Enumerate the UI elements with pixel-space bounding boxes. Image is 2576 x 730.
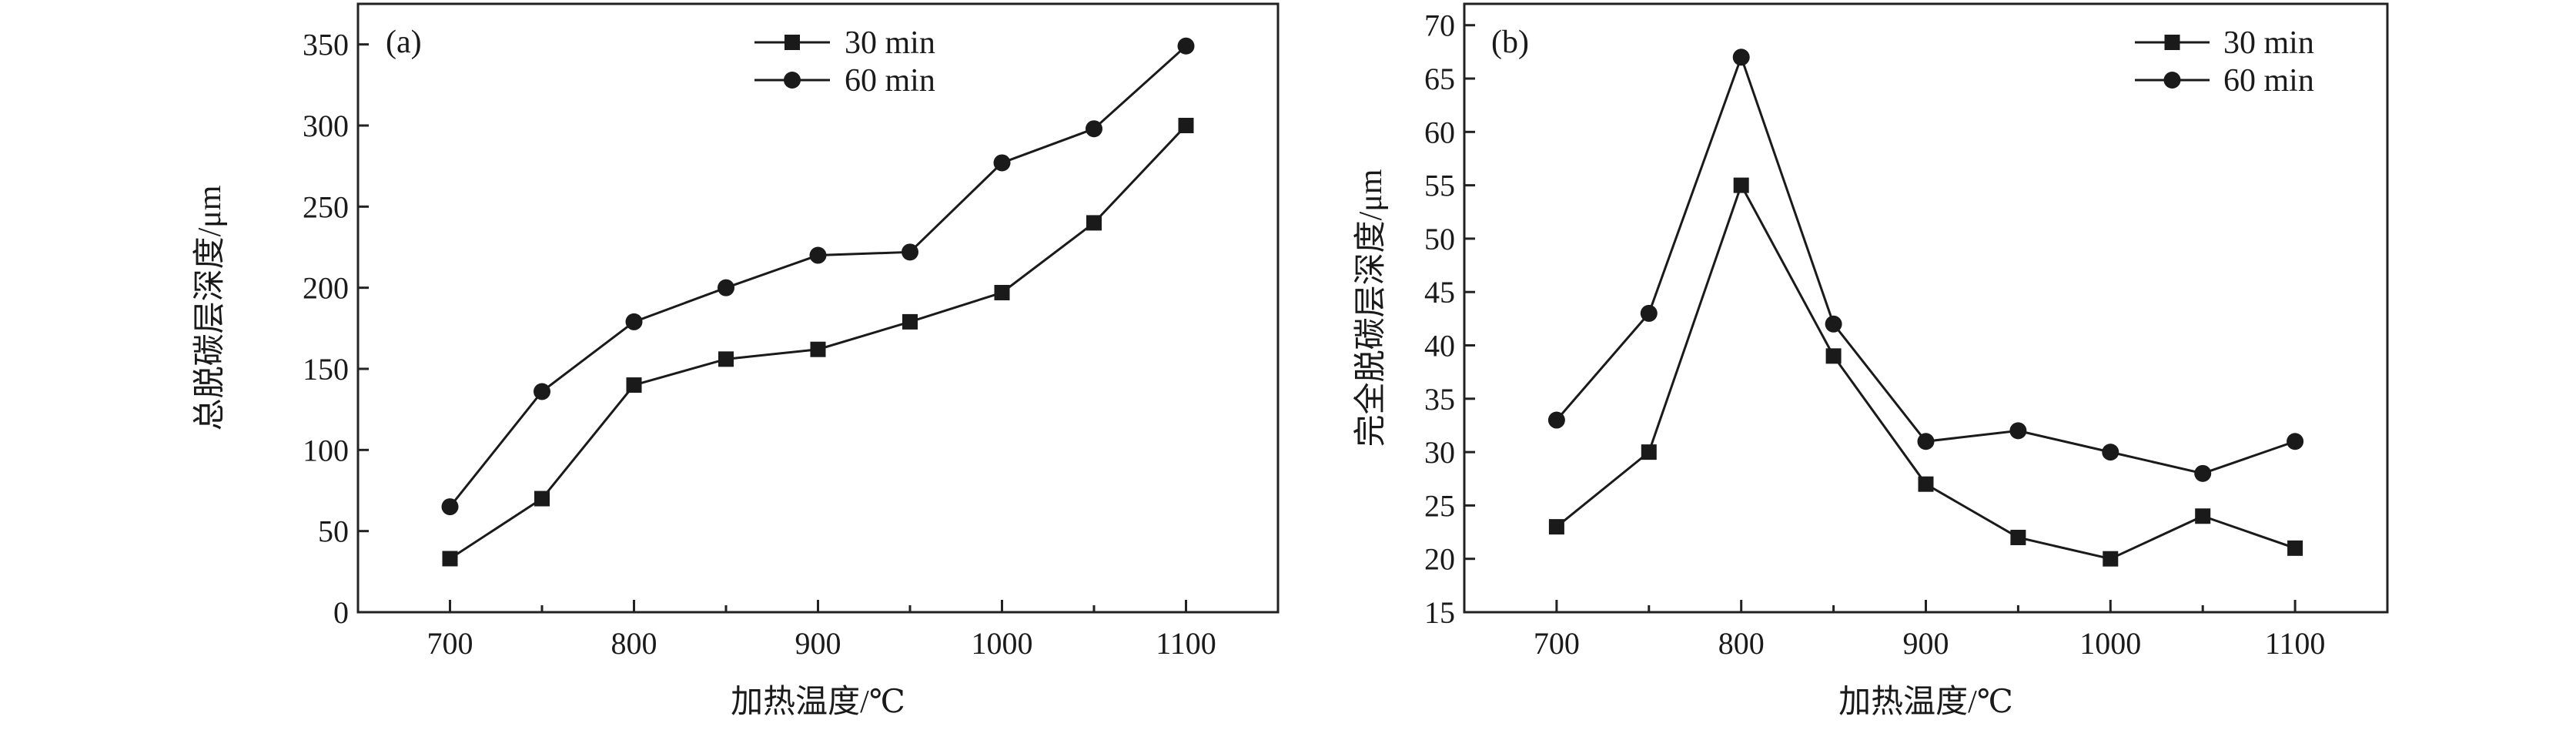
y-tick-label: 20 — [1424, 542, 1455, 577]
data-point-circle — [1917, 433, 1935, 450]
y-tick-label: 150 — [303, 352, 349, 387]
data-point-circle — [534, 383, 550, 400]
x-tick-label: 1100 — [2265, 626, 2326, 661]
x-tick-label: 1000 — [2079, 626, 2141, 661]
data-point-square — [2195, 508, 2211, 524]
plot-frame — [356, 2, 1280, 614]
data-point-circle — [809, 246, 827, 264]
data-point-square — [1733, 177, 1749, 193]
data-point-square — [1548, 519, 1564, 535]
data-point-circle — [1640, 304, 1658, 322]
y-tick-label: 50 — [318, 514, 349, 549]
y-tick-label: 100 — [303, 433, 349, 467]
y-tick-label: 15 — [1424, 595, 1455, 630]
data-point-circle — [1825, 315, 1842, 333]
y-tick-label: 70 — [1424, 8, 1455, 43]
data-point-square — [902, 313, 918, 330]
data-point-circle — [1732, 49, 1750, 66]
data-point-circle — [993, 154, 1011, 172]
y-tick-label: 0 — [333, 595, 349, 630]
x-tick-label: 900 — [1903, 626, 1949, 661]
legend-circle-marker — [2163, 72, 2181, 89]
data-point-circle — [1547, 411, 1565, 429]
data-point-square — [626, 377, 642, 393]
data-point-circle — [441, 498, 459, 516]
legend-square-marker — [2164, 35, 2180, 50]
data-point-circle — [902, 243, 918, 261]
y-tick-label: 65 — [1424, 62, 1455, 96]
data-point-circle — [2287, 433, 2304, 450]
data-point-square — [718, 351, 734, 367]
x-tick-label: 800 — [611, 626, 657, 661]
y-tick-label: 60 — [1424, 115, 1455, 149]
data-point-square — [1178, 118, 1194, 133]
series-line-60-min — [449, 45, 1187, 508]
x-tick-label: 1000 — [972, 626, 1033, 661]
data-point-circle — [1086, 120, 1102, 138]
y-axis-label: 完全脱碳层深度/μm — [1353, 169, 1389, 447]
data-point-circle — [2102, 444, 2119, 461]
x-tick-label: 800 — [1718, 626, 1765, 661]
x-axis-label: 加热温度/℃ — [1838, 685, 2013, 720]
x-tick-label: 900 — [795, 626, 841, 661]
data-point-square — [2010, 529, 2026, 545]
legend-label: 60 min — [2223, 63, 2314, 99]
y-tick-label: 25 — [1424, 488, 1455, 523]
legend-label: 30 min — [2223, 25, 2314, 61]
y-tick-label: 50 — [1424, 222, 1455, 256]
data-point-square — [1086, 215, 1102, 231]
y-axis-label: 总脱碳层深度/μm — [192, 185, 228, 430]
legend-label: 60 min — [845, 63, 935, 99]
y-tick-label: 250 — [303, 189, 349, 224]
series-line-60-min — [1555, 53, 2296, 475]
legend-square-marker — [785, 35, 800, 50]
data-point-square — [1641, 444, 1657, 460]
data-point-circle — [718, 279, 734, 296]
y-tick-label: 300 — [303, 109, 349, 143]
data-point-square — [442, 551, 458, 567]
y-tick-label: 35 — [1424, 382, 1455, 417]
y-tick-label: 40 — [1424, 329, 1455, 363]
y-tick-label: 30 — [1424, 435, 1455, 470]
chart-panel-b: 15 20 25 30 35 40 45 50 55 60 65 70 700 800 900 1000 110… — [1353, 2, 2389, 720]
data-point-square — [2103, 551, 2119, 567]
data-point-square — [810, 341, 826, 357]
data-point-square — [2287, 540, 2303, 556]
x-axis-label: 加热温度/℃ — [731, 685, 905, 720]
data-point-square — [1825, 348, 1842, 364]
data-point-square — [1918, 476, 1934, 492]
y-tick-label: 200 — [303, 271, 349, 306]
data-point-square — [994, 284, 1010, 300]
x-tick-label: 1100 — [1156, 626, 1216, 661]
series-line-30-min — [1555, 182, 2296, 561]
y-tick-label: 45 — [1424, 275, 1455, 310]
data-point-circle — [625, 313, 643, 330]
panel-label: (b) — [1491, 25, 1529, 60]
panel-label: (a) — [386, 25, 422, 60]
legend-circle-marker — [784, 72, 801, 89]
x-tick-label: 700 — [427, 626, 473, 661]
legend-label: 30 min — [845, 25, 935, 61]
data-point-circle — [2194, 464, 2212, 482]
data-point-circle — [2009, 422, 2027, 440]
y-tick-label: 350 — [303, 28, 349, 62]
x-tick-label: 700 — [1534, 626, 1580, 661]
data-point-square — [534, 491, 550, 507]
y-tick-label: 55 — [1424, 169, 1455, 203]
chart-panel-a: 0 50 100 150 200 250 300 350 700 800 900 1000 1100 加热… — [192, 2, 1280, 720]
data-point-circle — [1177, 37, 1195, 55]
